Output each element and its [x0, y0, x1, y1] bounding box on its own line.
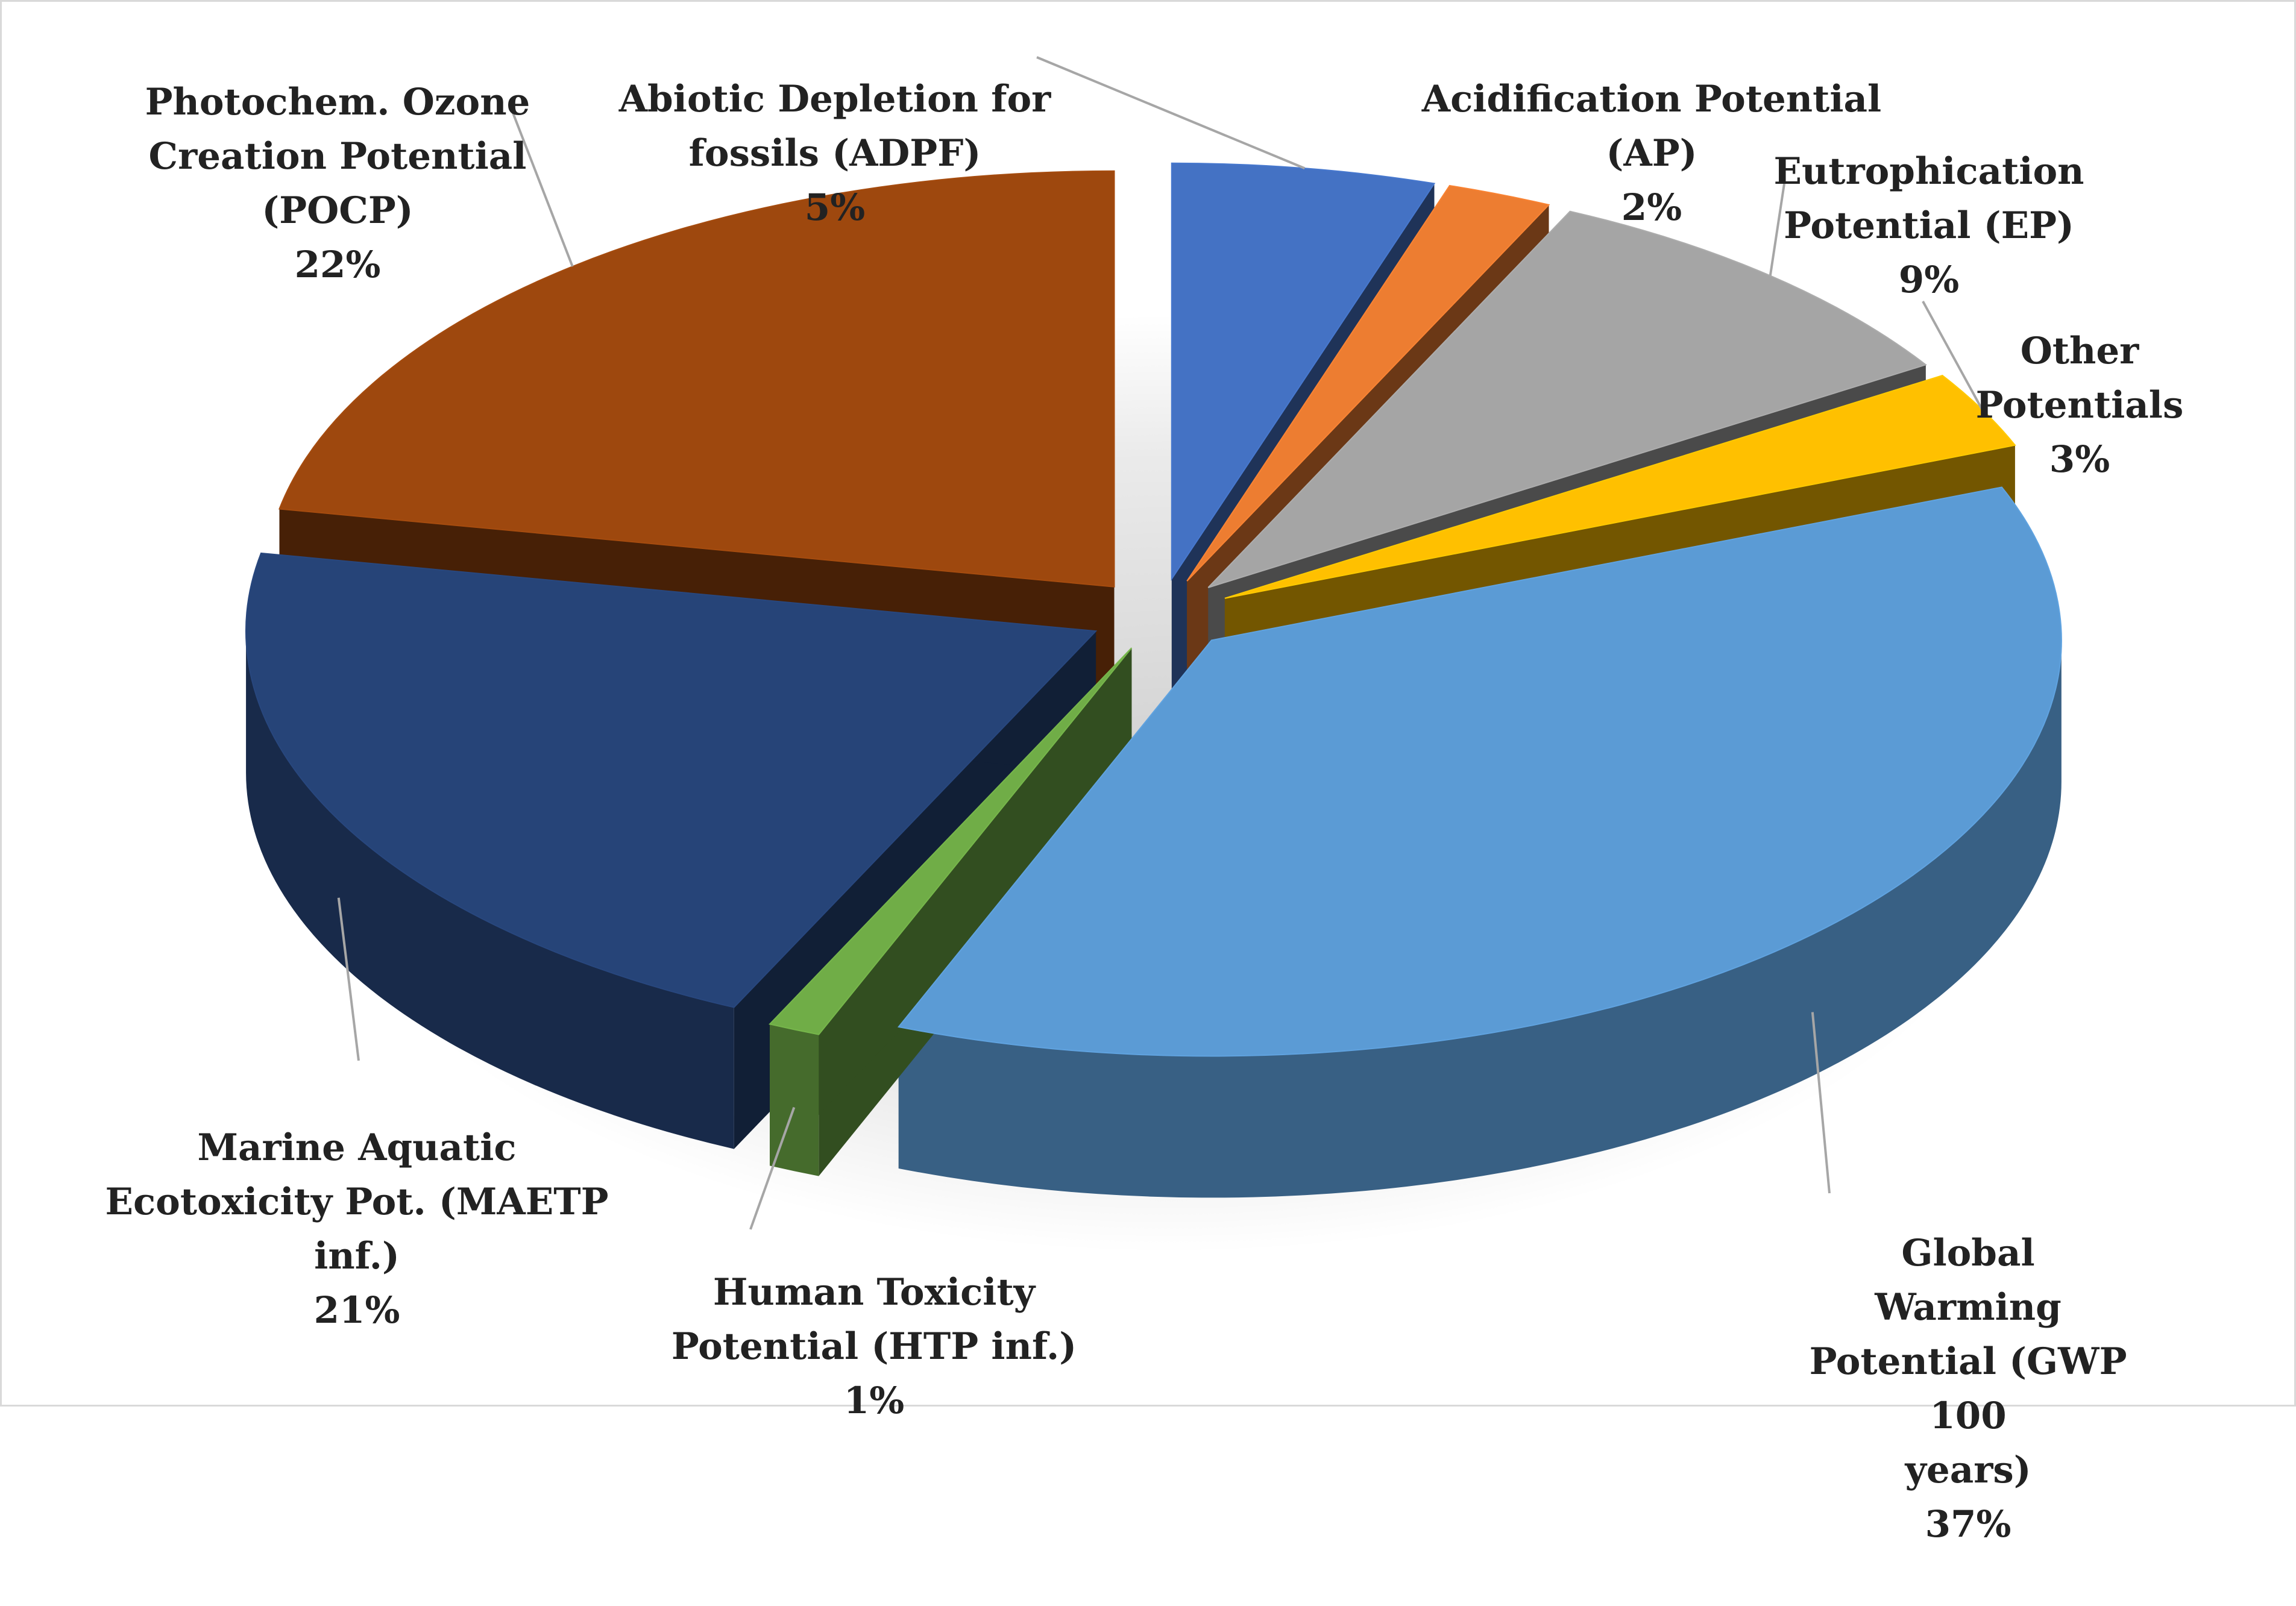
label-gwp-value: 37%	[1925, 1503, 2011, 1546]
slice-side-maetp	[246, 631, 734, 1149]
label-adpf: Abiotic Depletion for fossils (ADPF) 5%	[619, 18, 1051, 289]
label-ap-value: 2%	[1621, 186, 1682, 229]
label-ap-name: Acidification Potential (AP)	[1421, 78, 1882, 175]
slice-maetp	[245, 552, 1098, 1008]
label-pocp: Photochem. Ozone Creation Potential (POC…	[145, 21, 530, 347]
label-pocp-name: Photochem. Ozone Creation Potential (POC…	[145, 81, 530, 232]
label-gwp-name: Global Warming Potential (GWP 100 years)	[1809, 1232, 2127, 1492]
label-adpf-name: Abiotic Depletion for fossils (ADPF)	[618, 78, 1051, 175]
pie-tops	[245, 162, 2062, 1057]
slice-adpf	[1171, 162, 1436, 582]
leader-line-other	[1922, 301, 1983, 410]
label-ep-value: 9%	[1898, 259, 1960, 301]
label-ep-name: Eutrophication Potential (EP)	[1773, 150, 2084, 247]
label-maetp-value: 21%	[313, 1289, 400, 1332]
slice-ap	[1186, 184, 1550, 582]
label-maetp-name: Marine Aquatic Ecotoxicity Pot. (MAETP i…	[105, 1126, 609, 1278]
pie-chart	[245, 56, 2062, 1253]
leader-line-gwp	[1811, 1012, 1831, 1194]
label-gwp: Global Warming Potential (GWP 100 years)…	[1804, 1172, 2132, 1606]
label-pocp-value: 22%	[294, 243, 381, 286]
slice-pocp	[278, 170, 1115, 588]
slice-side-gwp	[898, 640, 2062, 1198]
leader-line-pocp	[511, 111, 574, 267]
leader-line-adpf	[1036, 56, 1306, 170]
slice-htp	[769, 647, 1133, 1035]
label-htp: Human Toxicity Potential (HTP inf.) 1%	[672, 1211, 1077, 1482]
slice-wall-htp-1	[769, 648, 1132, 1166]
leader-line-maetp	[337, 897, 360, 1061]
label-adpf-value: 5%	[804, 186, 866, 229]
label-htp-name: Human Toxicity Potential (HTP inf.)	[671, 1271, 1077, 1368]
leader-line-ep	[1769, 183, 1785, 276]
label-maetp: Marine Aquatic Ecotoxicity Pot. (MAETP i…	[105, 1067, 609, 1392]
slice-gwp	[897, 486, 2062, 1057]
label-other: Other Potentials 3%	[1972, 270, 2188, 541]
label-htp-value: 1%	[843, 1379, 905, 1422]
label-other-value: 3%	[2049, 438, 2110, 481]
label-other-name: Other Potentials	[1975, 330, 2184, 427]
label-ap: Acidification Potential (AP) 2%	[1422, 18, 1881, 289]
slice-ep	[1207, 210, 1927, 588]
leader-lines	[337, 56, 1983, 1230]
label-ep: Eutrophication Potential (EP) 9%	[1773, 90, 2084, 362]
leader-line-htp	[749, 1106, 796, 1230]
